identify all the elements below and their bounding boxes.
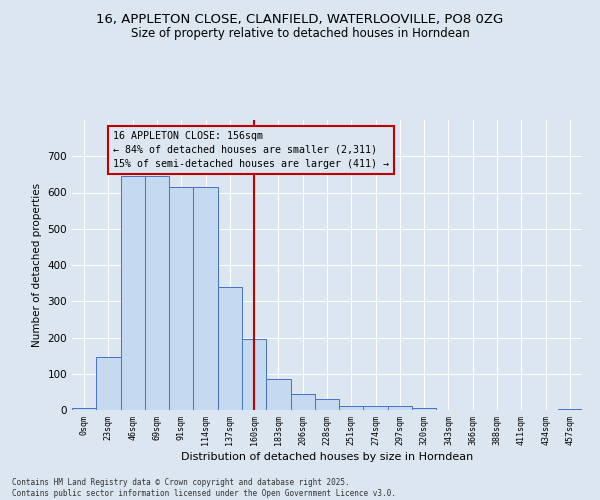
Text: Distribution of detached houses by size in Horndean: Distribution of detached houses by size … [181,452,473,462]
Bar [169,187,193,410]
Bar [193,187,218,410]
Bar [558,409,582,410]
Bar [121,176,145,410]
Text: 16 APPLETON CLOSE: 156sqm
← 84% of detached houses are smaller (2,311)
15% of se: 16 APPLETON CLOSE: 156sqm ← 84% of detac… [113,131,389,169]
Bar [290,394,315,410]
Bar [218,287,242,410]
Bar [266,379,290,410]
Bar [315,399,339,410]
Bar [242,340,266,410]
Bar [388,406,412,410]
Bar [339,406,364,410]
Text: Contains HM Land Registry data © Crown copyright and database right 2025.
Contai: Contains HM Land Registry data © Crown c… [12,478,396,498]
Bar [96,358,121,410]
Text: Size of property relative to detached houses in Horndean: Size of property relative to detached ho… [131,28,469,40]
Bar [412,408,436,410]
Text: 16, APPLETON CLOSE, CLANFIELD, WATERLOOVILLE, PO8 0ZG: 16, APPLETON CLOSE, CLANFIELD, WATERLOOV… [97,12,503,26]
Y-axis label: Number of detached properties: Number of detached properties [32,183,42,347]
Bar [72,408,96,410]
Bar [145,176,169,410]
Bar [364,406,388,410]
